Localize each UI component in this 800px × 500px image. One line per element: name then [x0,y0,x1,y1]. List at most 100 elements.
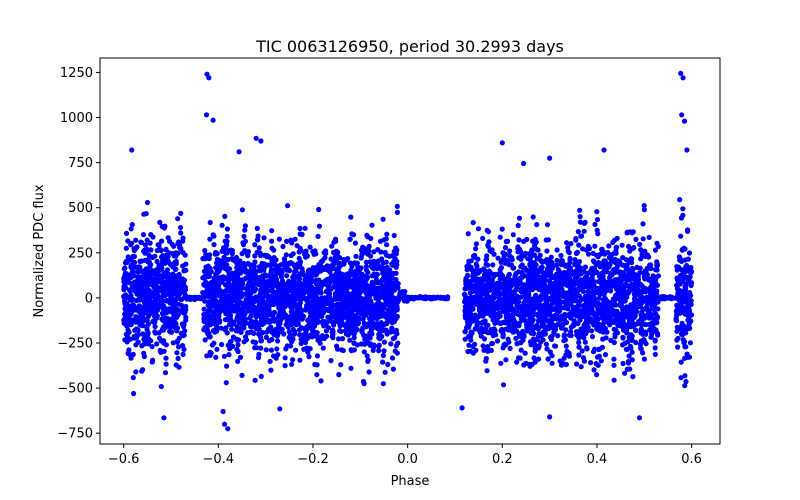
data-point [137,297,143,303]
data-point [369,279,375,285]
data-point [284,286,290,292]
data-point [381,339,387,345]
data-point [603,335,609,341]
data-point [245,283,251,289]
data-point [521,238,527,244]
data-point [272,296,278,302]
data-point [180,235,186,241]
data-point [319,313,325,319]
data-point [227,339,233,345]
data-point [154,341,160,347]
data-point [256,268,262,274]
data-point [213,307,219,313]
data-point [462,309,468,316]
data-point [282,300,288,306]
data-point [643,313,649,319]
data-point [611,377,617,383]
data-point [128,226,134,232]
data-point [239,207,245,213]
data-point [361,381,367,387]
data-point [579,233,585,239]
data-point [155,279,161,285]
data-point [180,343,186,349]
data-point [380,260,386,266]
data-point [127,336,133,342]
data-point [606,243,612,249]
data-point [389,355,396,361]
data-point [292,329,298,335]
data-point [224,226,230,232]
data-point [332,295,338,301]
data-point [323,289,329,295]
data-point [214,277,220,283]
data-point [308,305,314,311]
data-point [365,269,371,275]
data-point [367,330,373,336]
data-point [594,209,600,215]
data-point [489,303,495,309]
data-point [377,307,384,313]
data-point [261,320,267,326]
data-point [269,238,275,244]
data-point [515,304,521,310]
data-point [122,337,128,343]
data-point [317,290,323,296]
data-point [622,370,628,376]
data-point [157,347,163,353]
data-point [516,237,522,243]
data-point [356,288,362,294]
data-point [620,335,626,341]
data-point [309,311,315,317]
data-point [174,338,180,345]
data-point [552,343,559,349]
data-point [351,279,357,285]
data-point [654,274,660,280]
data-point [654,267,660,273]
data-point [284,238,290,244]
data-point [284,273,290,279]
data-point [345,256,351,262]
data-point [165,276,171,282]
data-point [536,314,542,320]
data-point [231,292,237,298]
data-point [129,240,135,246]
data-point [465,273,471,279]
data-point [121,266,127,272]
data-point [591,367,597,373]
data-points [121,70,695,432]
data-point [382,296,388,302]
data-point [305,283,312,290]
data-point [217,319,223,325]
data-point [581,228,587,234]
data-point [154,247,160,254]
data-point [253,314,259,320]
data-point [549,360,555,366]
data-point [295,320,301,326]
data-point [369,273,375,279]
data-point [168,329,174,335]
data-point [629,230,635,236]
data-point [630,374,636,380]
data-point [284,318,290,324]
data-point [154,272,160,278]
data-point [141,276,147,282]
data-point [296,279,302,285]
data-point [297,231,303,237]
data-point [281,256,287,262]
data-point [219,341,225,348]
data-point [648,334,654,340]
data-point [162,293,168,299]
data-point [475,314,482,320]
data-point [647,262,653,268]
data-point [305,270,311,276]
data-point [280,308,286,314]
data-point [296,303,303,309]
data-point [207,334,213,340]
data-point [543,341,550,347]
data-point [268,267,274,273]
data-point [481,336,488,342]
data-point [304,345,310,351]
data-point [297,357,303,363]
data-point [144,199,151,206]
data-point [391,232,397,239]
